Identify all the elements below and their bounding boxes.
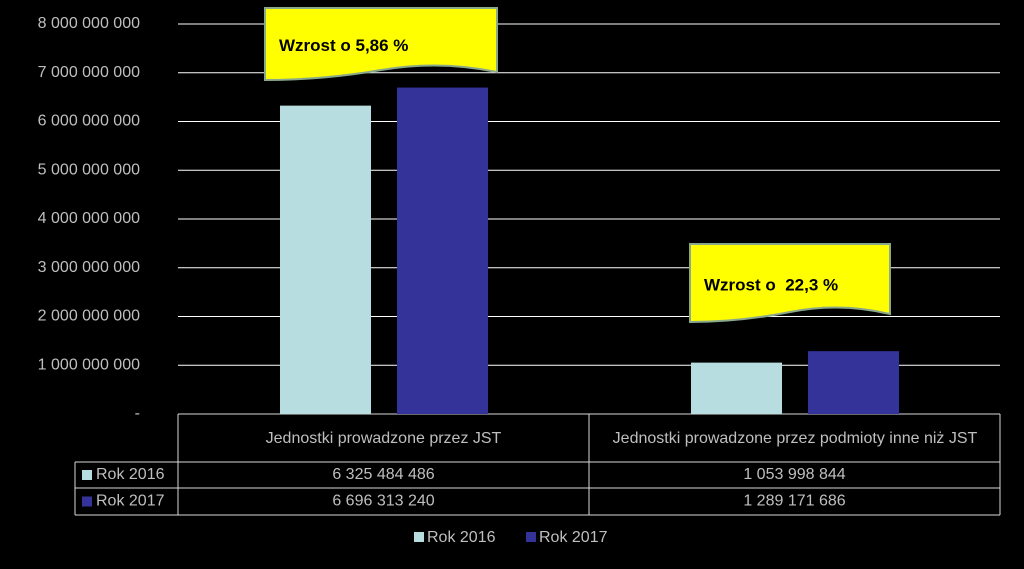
legend-label: Rok 2017: [539, 529, 608, 546]
y-tick-label: 8 000 000 000: [38, 15, 140, 32]
callout-text: Wzrost o 22,3 %: [704, 275, 838, 294]
bar: [397, 87, 488, 414]
y-tick-label: 1 000 000 000: [38, 356, 140, 373]
callout-text: Wzrost o 5,86 %: [279, 36, 408, 55]
y-tick-label: 4 000 000 000: [38, 210, 140, 227]
bar: [808, 351, 899, 414]
legend-label: Rok 2016: [427, 529, 496, 546]
legend-key: [414, 532, 424, 542]
category-header: Jednostki prowadzone przez JST: [265, 429, 502, 447]
y-tick-label: -: [135, 405, 140, 422]
table-value: 1 289 171 686: [743, 493, 845, 510]
bar: [691, 362, 782, 414]
table-value: 6 325 484 486: [332, 466, 434, 483]
legend-key: [526, 532, 536, 542]
table-legend-key: [82, 496, 92, 507]
table-row-label: Rok 2017: [96, 493, 165, 510]
category-header: Jednostki prowadzone przez podmioty inne…: [612, 429, 978, 447]
y-tick-label: 3 000 000 000: [38, 259, 140, 276]
y-tick-label: 6 000 000 000: [38, 113, 140, 130]
callout-box: [689, 243, 891, 324]
table-value: 6 696 313 240: [332, 493, 434, 510]
bar: [280, 105, 371, 414]
y-tick-label: 5 000 000 000: [38, 161, 140, 178]
y-tick-label: 2 000 000 000: [38, 308, 140, 325]
table-value: 1 053 998 844: [743, 466, 845, 483]
table-legend-key: [82, 470, 92, 480]
table-row-label: Rok 2016: [96, 466, 165, 483]
y-tick-label: 7 000 000 000: [38, 64, 140, 81]
callout-box: [264, 7, 498, 82]
